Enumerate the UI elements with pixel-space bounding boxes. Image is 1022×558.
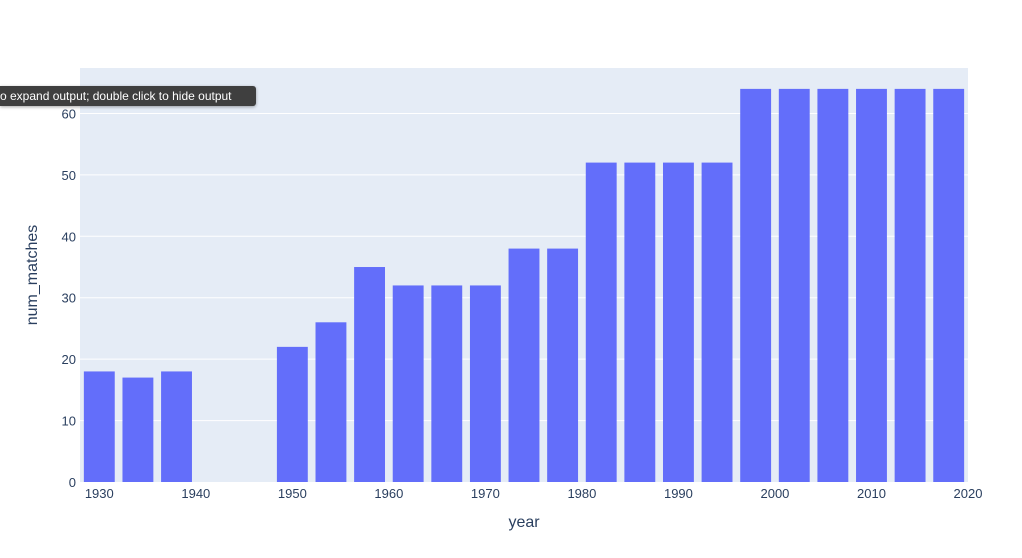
bar-1982[interactable]: [585, 162, 617, 482]
y-axis-ticks: 0 10 20 30 40 50 60: [62, 106, 76, 490]
x-tick-label-1970: 1970: [471, 486, 500, 501]
bar-2014[interactable]: [894, 88, 926, 482]
x-tick-label-1990: 1990: [664, 486, 693, 501]
x-tick-label-1940: 1940: [181, 486, 210, 501]
x-tick-label-1980: 1980: [567, 486, 596, 501]
bar-1934[interactable]: [122, 377, 154, 482]
y-axis-title: num_matches: [24, 225, 41, 326]
bar-2018[interactable]: [933, 88, 965, 482]
bar-1978[interactable]: [547, 248, 579, 482]
y-tick-label-10: 10: [62, 414, 76, 429]
bar-2002[interactable]: [778, 88, 810, 482]
x-tick-label-2000: 2000: [760, 486, 789, 501]
bar-1994[interactable]: [701, 162, 733, 482]
bar-2010[interactable]: [856, 88, 887, 482]
output-tooltip: o expand output; double click to hide ou…: [0, 86, 256, 106]
bar-1938[interactable]: [161, 371, 192, 482]
bar-1974[interactable]: [508, 248, 540, 482]
bars: [83, 88, 965, 482]
y-tick-label-50: 50: [62, 168, 76, 183]
bar-1990[interactable]: [662, 162, 694, 482]
bar-1970[interactable]: [469, 285, 501, 482]
bar-1958[interactable]: [354, 267, 386, 482]
bar-1950[interactable]: [276, 346, 308, 482]
bar-1998[interactable]: [740, 88, 772, 482]
x-tick-label-1950: 1950: [278, 486, 307, 501]
x-axis-title: year: [508, 514, 540, 531]
bar-1962[interactable]: [392, 285, 424, 482]
x-axis-ticks: 1930 1940 1950 1960 1970 1980 1990 2000 2010 2020: [85, 486, 983, 501]
x-tick-label-1930: 1930: [85, 486, 114, 501]
bar-1930[interactable]: [83, 371, 115, 482]
y-tick-label-0: 0: [69, 475, 76, 490]
x-tick-label-2020: 2020: [954, 486, 983, 501]
y-tick-label-20: 20: [62, 352, 76, 367]
y-tick-label-40: 40: [62, 229, 76, 244]
bar-2006[interactable]: [817, 88, 849, 482]
bar-1954[interactable]: [315, 322, 347, 482]
bar-1986[interactable]: [624, 162, 656, 482]
bar-1966[interactable]: [431, 285, 463, 482]
y-tick-label-60: 60: [62, 106, 76, 121]
y-tick-label-30: 30: [62, 291, 76, 306]
x-tick-label-2010: 2010: [857, 486, 886, 501]
x-tick-label-1960: 1960: [374, 486, 403, 501]
